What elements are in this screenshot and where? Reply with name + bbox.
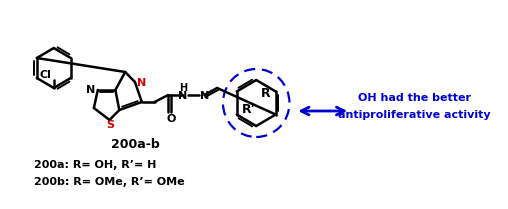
Text: N: N: [137, 78, 146, 88]
Text: 200a: R= OH, R’= H: 200a: R= OH, R’= H: [34, 160, 156, 170]
Text: 200b: R= OMe, R’= OMe: 200b: R= OMe, R’= OMe: [34, 177, 185, 187]
Text: OH had the better: OH had the better: [358, 93, 471, 103]
Text: 200a-b: 200a-b: [111, 139, 160, 152]
Text: Cl: Cl: [39, 70, 51, 80]
Text: N: N: [178, 91, 187, 101]
Text: N: N: [86, 85, 96, 95]
Text: N: N: [200, 91, 209, 101]
Text: antiproliferative activity: antiproliferative activity: [338, 110, 491, 120]
Text: O: O: [167, 114, 176, 124]
Text: R': R': [242, 103, 256, 116]
Text: R: R: [261, 87, 271, 100]
Text: H: H: [179, 83, 187, 93]
Text: S: S: [107, 120, 114, 130]
